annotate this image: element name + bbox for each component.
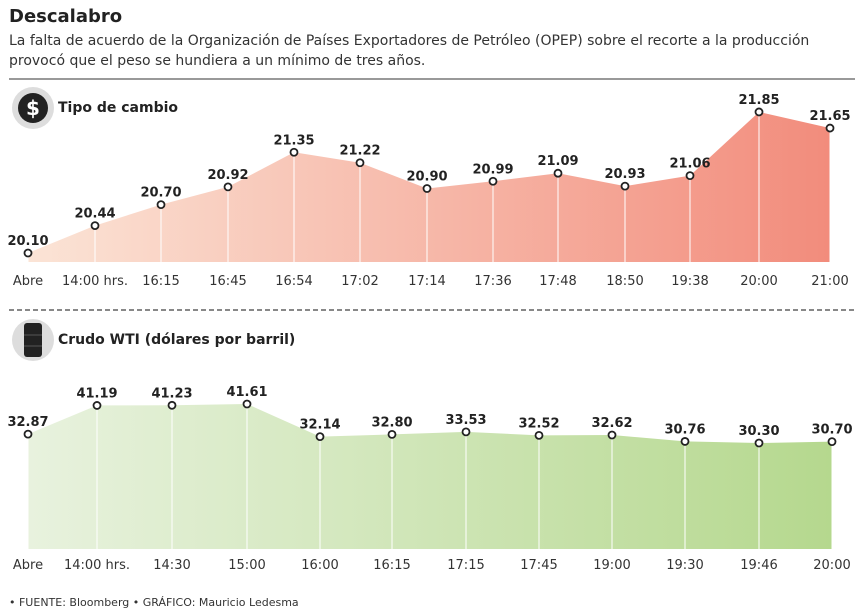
- data-label: 20.10: [7, 234, 48, 249]
- data-point: [355, 158, 365, 168]
- x-tick-label: 17:45: [520, 558, 557, 573]
- data-label: 20.99: [472, 162, 513, 177]
- chart-title: Tipo de cambio: [58, 100, 178, 116]
- data-label: 32.62: [591, 416, 632, 431]
- x-tick-label: Abre: [13, 558, 43, 573]
- data-label: 20.44: [74, 207, 115, 222]
- data-label: 30.76: [664, 422, 705, 437]
- data-point: [92, 401, 102, 410]
- data-label: 32.80: [371, 415, 412, 430]
- data-label: 32.52: [518, 416, 559, 431]
- x-tick-label: 16:54: [275, 274, 312, 289]
- data-label: 32.87: [7, 415, 48, 430]
- data-label: 21.35: [273, 133, 314, 148]
- data-point: [488, 176, 498, 186]
- data-point: [827, 437, 837, 447]
- data-point: [167, 400, 177, 410]
- x-tick-label: 18:50: [606, 274, 643, 289]
- x-tick-label: 17:14: [408, 274, 445, 289]
- area-series: [28, 403, 832, 549]
- x-tick-label: 17:02: [341, 274, 378, 289]
- oil-barrel-icon: [12, 319, 54, 361]
- data-point: [754, 438, 764, 448]
- data-point: [553, 168, 563, 178]
- x-tick-label: 17:15: [447, 558, 484, 573]
- x-tick-label: 19:38: [671, 274, 708, 289]
- data-point: [242, 399, 252, 409]
- data-label: 21.85: [738, 93, 779, 108]
- data-label: 21.65: [809, 109, 850, 124]
- x-tick-label: 19:30: [666, 558, 703, 573]
- data-label: 20.92: [207, 168, 248, 183]
- x-tick-label: 16:15: [373, 558, 410, 573]
- data-point: [685, 171, 695, 181]
- data-point: [461, 427, 471, 437]
- data-label: 20.70: [140, 186, 181, 201]
- x-tick-label: 14:30: [153, 558, 190, 573]
- x-tick-label: 17:36: [474, 274, 511, 289]
- x-tick-label: 16:00: [301, 558, 338, 573]
- data-label: 33.53: [445, 413, 486, 428]
- data-label: 41.19: [76, 386, 117, 401]
- x-tick-label: 19:00: [593, 558, 630, 573]
- data-point: [223, 182, 233, 192]
- data-point: [315, 432, 325, 442]
- data-label: 20.90: [406, 170, 447, 185]
- data-label: 32.14: [299, 418, 340, 433]
- data-label: 30.30: [738, 424, 779, 439]
- source-credit: • FUENTE: Bloomberg • GRÁFICO: Mauricio …: [9, 596, 299, 609]
- data-point: [387, 429, 397, 439]
- x-tick-label: 14:00 hrs.: [64, 558, 130, 573]
- chart-title: Crudo WTI (dólares por barril): [58, 332, 295, 348]
- data-point: [23, 429, 33, 439]
- x-tick-label: 20:00: [813, 558, 850, 573]
- x-tick-label: 20:00: [740, 274, 777, 289]
- data-point: [680, 437, 690, 446]
- page-title: Descalabro: [9, 6, 123, 27]
- data-point: [534, 430, 544, 440]
- dollar-icon: $: [12, 87, 54, 129]
- x-tick-label: 15:00: [228, 558, 265, 573]
- x-tick-label: 21:00: [811, 274, 848, 289]
- data-point: [620, 181, 630, 191]
- data-point: [90, 221, 100, 230]
- data-point: [422, 184, 432, 193]
- data-label: 41.61: [226, 385, 267, 400]
- data-label: 21.06: [669, 157, 710, 172]
- data-label: 41.23: [151, 386, 192, 401]
- x-tick-label: 16:45: [209, 274, 246, 289]
- data-label: 30.70: [811, 423, 852, 438]
- x-tick-label: 16:15: [142, 274, 179, 289]
- data-label: 21.09: [537, 154, 578, 169]
- data-point: [23, 248, 33, 258]
- data-point: [289, 147, 299, 157]
- data-point: [754, 107, 764, 117]
- x-tick-label: 14:00 hrs.: [62, 274, 128, 289]
- svg-text:$: $: [26, 96, 40, 120]
- data-label: 20.93: [604, 167, 645, 182]
- data-point: [156, 200, 166, 210]
- data-label: 21.22: [339, 144, 380, 159]
- data-point: [607, 430, 617, 440]
- x-tick-label: 19:46: [740, 558, 777, 573]
- data-point: [825, 123, 835, 133]
- page-subtitle: La falta de acuerdo de la Organización d…: [9, 33, 810, 69]
- x-tick-label: 17:48: [539, 274, 576, 289]
- x-tick-label: Abre: [13, 274, 43, 289]
